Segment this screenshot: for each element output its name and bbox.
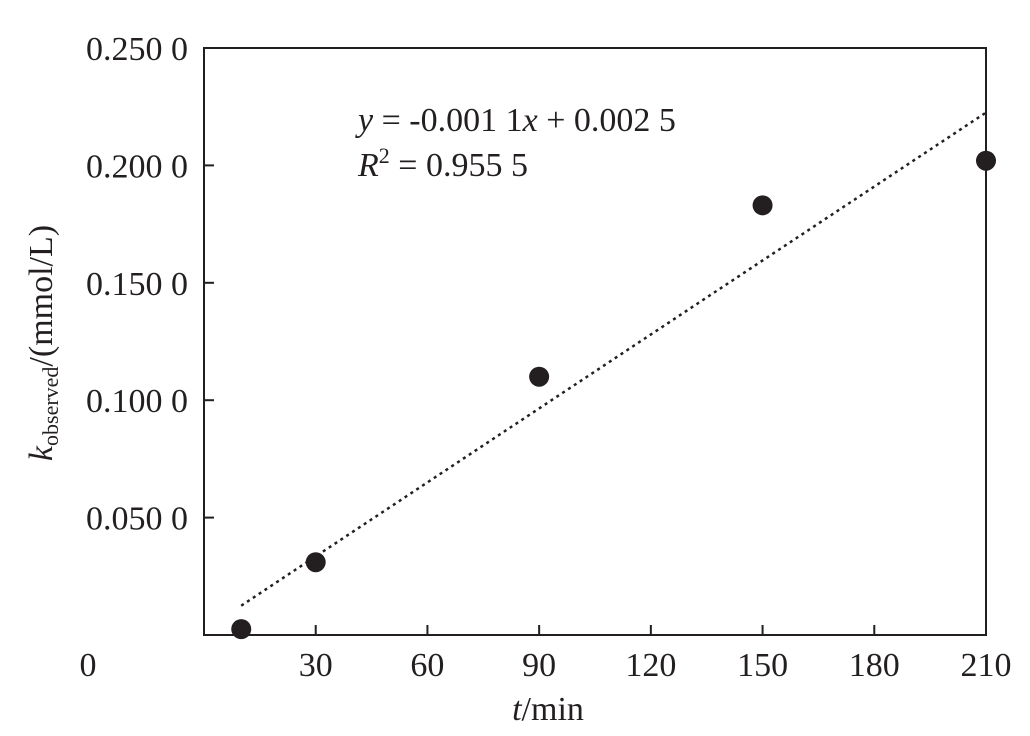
ticks-group: 30 60 90 120 150 180 210 0.050 0 0.100 0 0.150 0 0…	[86, 31, 1012, 684]
y-axis-unit: /(mmol/L)	[23, 225, 60, 367]
equation-y-var: y	[355, 102, 374, 139]
trend-line	[240, 111, 987, 607]
r-var: R	[357, 147, 379, 184]
r-value: = 0.955 5	[390, 147, 528, 184]
points-group	[231, 150, 996, 640]
data-point	[752, 195, 773, 216]
y-tick-label: 0.200 0	[86, 148, 188, 185]
y-tick-label: 0.150 0	[86, 266, 188, 303]
x-tick-label: 150	[737, 647, 788, 684]
x-tick-label: 30	[299, 647, 333, 684]
plot-frame-group	[203, 47, 987, 636]
y-axis-subscript: observed	[38, 367, 63, 446]
equation-intercept: + 0.002 5	[538, 102, 676, 139]
y-tick-label: 0.100 0	[86, 383, 188, 420]
x-tick-label: 90	[522, 647, 556, 684]
x-axis-title: t/min	[512, 691, 584, 728]
x-tick-label: 60	[410, 647, 444, 684]
x-tick-label: 180	[849, 647, 900, 684]
regression-equation: y = -0.001 1x + 0.002 5	[355, 102, 676, 139]
y-tick-label: 0.050 0	[86, 501, 188, 538]
r-superscript: 2	[379, 143, 390, 168]
trend-group	[240, 111, 987, 607]
y-tick-label: 0.250 0	[86, 31, 188, 68]
data-point	[529, 366, 550, 387]
x-axis-unit: /min	[522, 691, 584, 728]
y-axis-title: kobserved/(mmol/L)	[23, 225, 63, 461]
data-point	[231, 619, 252, 640]
data-point	[976, 150, 996, 171]
data-point	[305, 552, 326, 573]
y-axis-variable: k	[23, 445, 60, 461]
x-tick-label: 210	[961, 647, 1012, 684]
equation-x-var: x	[522, 102, 538, 139]
r-squared-text: R2 = 0.955 5	[357, 143, 528, 184]
x-tick-label: 120	[625, 647, 676, 684]
x-axis-variable: t	[512, 691, 523, 728]
equation-slope: = -0.001 1	[373, 102, 523, 139]
plot-frame	[203, 47, 987, 636]
x-origin-label: 0	[80, 647, 97, 684]
